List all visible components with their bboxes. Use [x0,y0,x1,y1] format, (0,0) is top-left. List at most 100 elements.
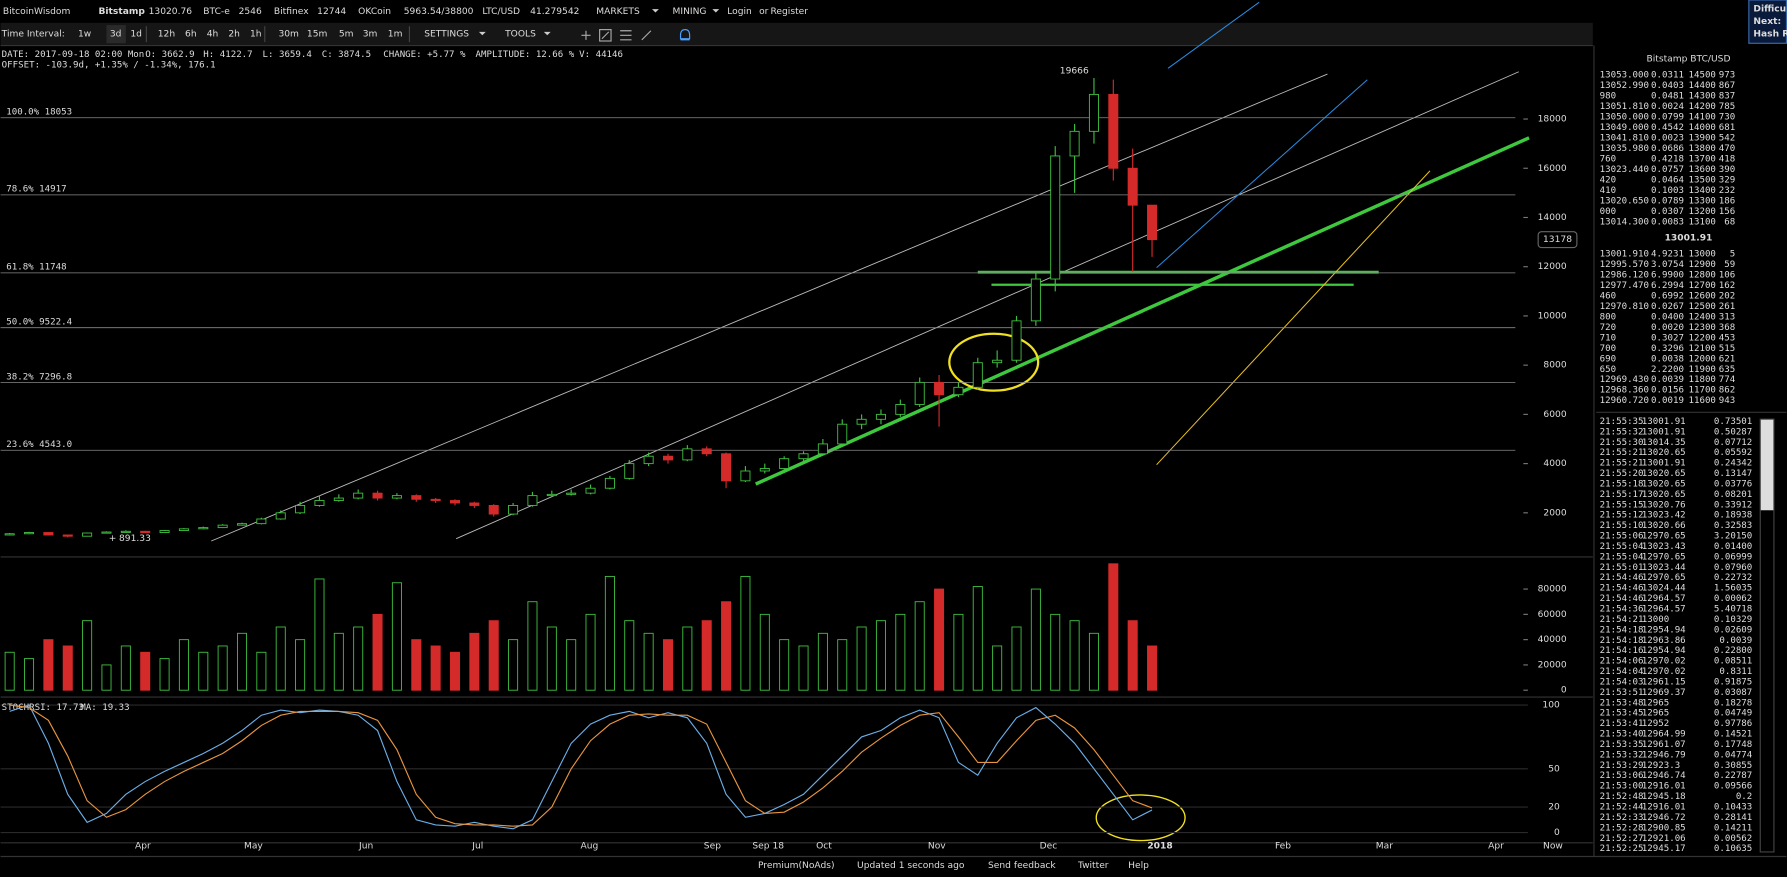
settings-menu[interactable]: SETTINGS [424,30,469,40]
volume-bar [992,645,1003,691]
scrollbar[interactable] [1760,419,1774,511]
book-level: 14300 [1688,92,1715,102]
interval-button[interactable]: 1m [388,30,403,40]
trade-amount: 1.56035 [1714,584,1752,594]
book-level: 12600 [1688,291,1715,301]
footer-link[interactable]: Help [1128,861,1149,871]
interval-button[interactable]: 15m [307,30,328,40]
book-amount: 0.3027 [1651,333,1684,343]
x-tick-label: Aug [580,842,598,852]
footer-link[interactable]: Send feedback [988,861,1056,871]
trade-time: 21:54:16 [1600,646,1644,656]
book-price: 13020.650 [1600,196,1649,206]
footer-link[interactable]: Premium(NoAds) [758,861,835,871]
interval-button[interactable]: 3d [110,30,122,40]
candle-body [1011,320,1022,361]
trade-amount: 0.30855 [1714,761,1752,771]
ticker-name[interactable]: BTC-e [203,7,230,17]
trade-price: 12970.65 [1642,532,1686,542]
trade-price: 12945.17 [1642,844,1686,854]
volume-bar [275,626,286,691]
info-value: AMPLITUDE: 12.66 % [476,50,575,60]
candle-body [275,512,286,520]
interval-button[interactable]: 5m [339,30,354,40]
book-amount: 0.0757 [1651,165,1684,175]
interval-button[interactable]: 30m [278,30,299,40]
trade-time: 21:52:25 [1600,844,1644,854]
candle-body [198,527,209,530]
x-tick-label: Now [1543,842,1563,852]
y-tick-label: 0 [1554,828,1560,838]
ticker-name[interactable]: Bitstamp [99,7,146,17]
trade-amount: 0.04749 [1714,709,1752,719]
book-price: 12995.570 [1600,260,1649,270]
volume-bar [721,601,732,691]
login-link[interactable]: Login [727,7,752,17]
interval-button[interactable]: 1d [130,30,142,40]
ticker-name[interactable]: Bitfinex [274,7,309,17]
interval-button[interactable]: 1w [78,30,92,40]
book-price: 12969.430 [1600,375,1649,385]
interval-button[interactable]: 3m [363,30,378,40]
menu[interactable]: MARKETS [596,7,640,17]
book-level: 12700 [1688,281,1715,291]
book-total: 106 [1719,270,1735,280]
candle-body [333,497,344,501]
info-value: L: 3659.4 [263,50,313,60]
tools-menu[interactable]: TOOLS [504,30,536,40]
candle-body [546,493,557,497]
trade-amount: 0.07960 [1714,563,1752,573]
trade-amount: 5.40718 [1714,605,1752,615]
interval-button[interactable]: 6h [185,30,197,40]
trade-price: 12916.01 [1642,803,1686,813]
ticker-value: 13020.76 [149,7,193,17]
interval-button[interactable]: 2h [228,30,240,40]
volume-bar [837,639,848,691]
book-amount: 0.0400 [1651,312,1684,322]
candle-body [740,470,751,482]
interval-button[interactable]: 12h [158,30,175,40]
volume-bar [237,632,248,691]
book-amount: 0.0481 [1651,92,1684,102]
trade-price: 12963.86 [1642,636,1686,646]
tool-icons[interactable] [581,29,691,42]
trendline [1156,79,1368,269]
interval-button[interactable]: 4h [207,30,219,40]
x-tick-label: Jul [471,842,483,852]
ticker-name[interactable]: LTC/USD [482,7,520,17]
trade-amount: 0.0039 [1719,636,1752,646]
register-link[interactable]: Register [770,7,808,17]
ticker-name[interactable]: OKCoin [358,7,391,17]
trade-price: 12961.07 [1642,740,1686,750]
volume-bar [527,601,538,691]
trade-amount: 0.02609 [1714,625,1752,635]
candle-body [43,532,54,536]
trade-amount: 0.22800 [1714,646,1752,656]
candle-body [953,386,964,396]
trade-time: 21:54:06 [1600,657,1644,667]
trade-price: 13001.91 [1642,427,1686,437]
highlight-ellipse [948,332,1040,392]
volume-bar [24,658,35,691]
menu[interactable]: MINING [673,7,707,17]
logo[interactable]: BitcoinWisdom [3,7,71,17]
footer-link[interactable]: Twitter [1077,861,1109,871]
interval-button[interactable]: 1h [250,30,262,40]
candle-body [391,495,402,499]
book-level: 13600 [1688,165,1715,175]
x-tick-label: Nov [928,842,946,852]
candle-body [721,453,732,482]
trade-price: 12970.02 [1642,657,1686,667]
volume-bar [488,620,499,691]
scrollbar-track[interactable] [1759,418,1775,853]
candle-body [992,359,1003,364]
trade-amount: 0.22787 [1714,771,1752,781]
x-tick-label: Jun [358,842,373,852]
candle-body [237,523,248,526]
volume-bar [314,578,325,691]
x-tick-label: Apr [135,842,151,852]
volume-bar [566,639,577,691]
trade-price: 12964.57 [1642,605,1686,615]
x-tick-label: Sep 18 [752,842,784,852]
book-amount: 0.0083 [1651,217,1684,227]
